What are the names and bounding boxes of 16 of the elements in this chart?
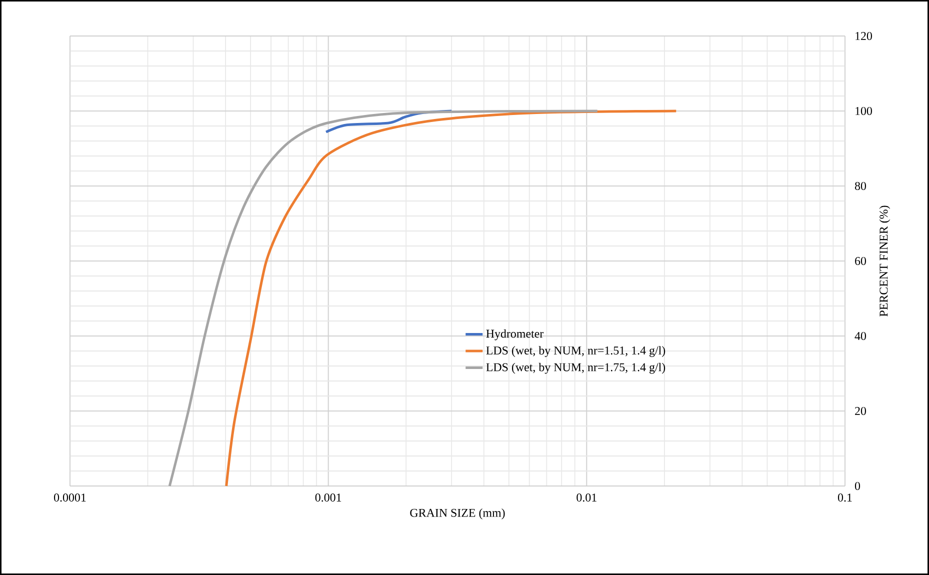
y-tick-label: 20: [855, 406, 866, 416]
y-tick-label: 100: [856, 106, 872, 116]
y-tick-label: 60: [855, 256, 866, 266]
y-axis-title: PERCENT FINER (%): [879, 206, 890, 316]
y-tick-label: 40: [854, 332, 866, 340]
x-tick-label: 0.01: [576, 494, 596, 502]
legend-label: LDS (wet, by NUM, nr=1.75, 1.4 g/l): [486, 362, 666, 374]
x-tick-label: 0.1: [838, 494, 852, 502]
legend-label: LDS (wet, by NUM, nr=1.51, 1.4 g/l): [486, 346, 666, 357]
legend-label: Hydrometer: [486, 329, 544, 340]
x-axis-title: GRAIN SIZE (mm): [410, 508, 505, 520]
x-tick-label: 0.001: [315, 494, 342, 502]
x-tick-label: 0.0001: [54, 494, 86, 502]
y-tick-label: 0: [854, 482, 860, 490]
y-tick-label: 120: [856, 32, 872, 40]
y-tick-label: 80: [854, 182, 866, 190]
